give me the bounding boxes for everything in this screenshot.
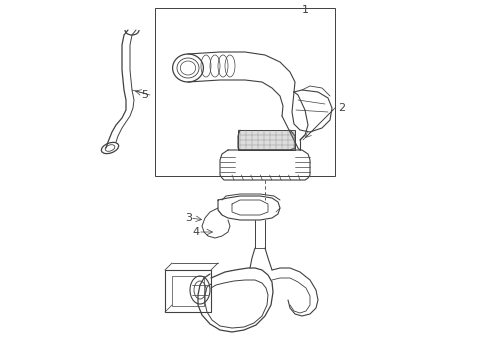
Bar: [155, 8, 335, 176]
Bar: [238, 130, 295, 150]
Text: 4: 4: [193, 227, 200, 237]
Text: 1: 1: [301, 5, 309, 15]
Bar: [165, 270, 211, 312]
Text: 5: 5: [141, 90, 148, 100]
Text: 3: 3: [185, 213, 192, 223]
Text: 2: 2: [338, 103, 345, 113]
Bar: [172, 276, 204, 306]
